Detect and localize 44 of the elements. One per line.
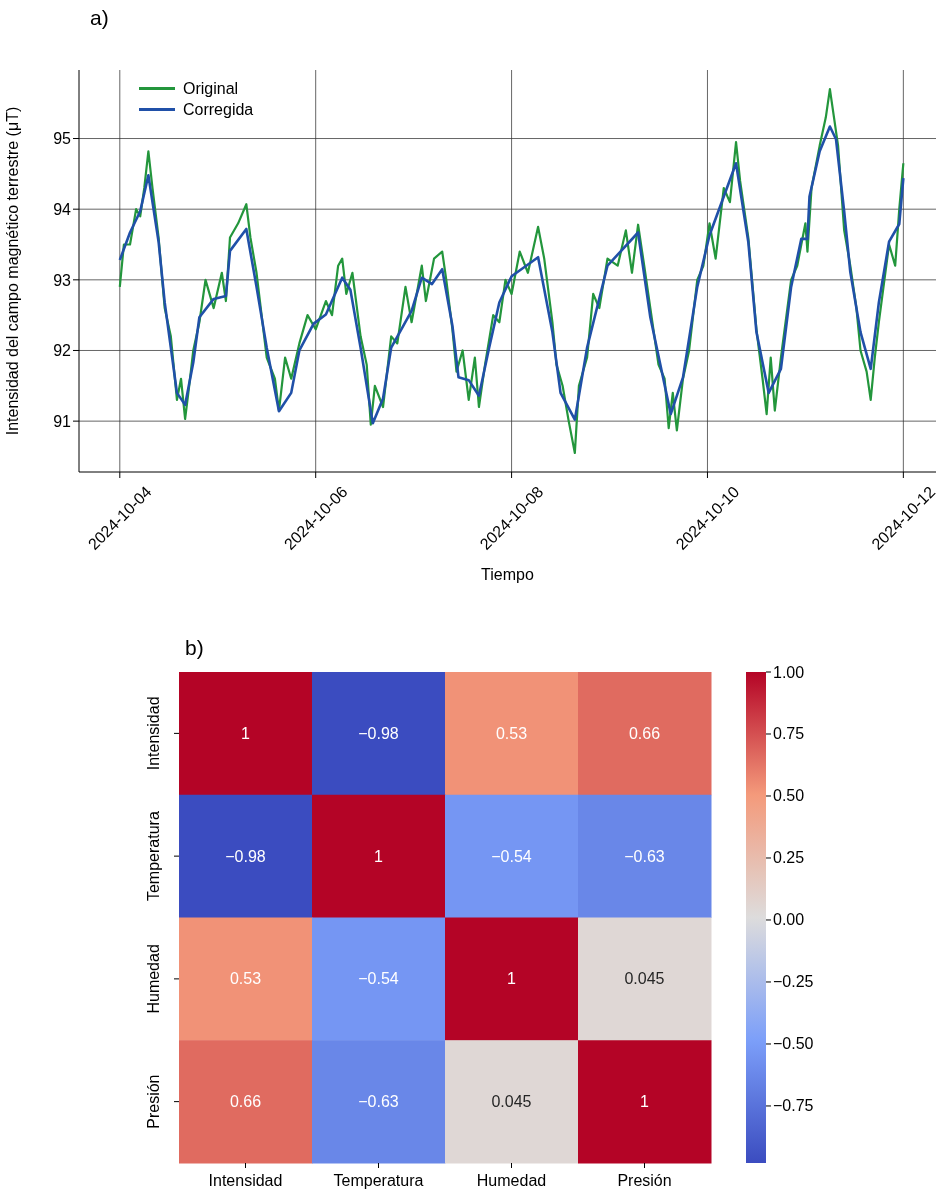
y-axis-title: Intensidad del campo magnético terrestre (μT) [3,106,21,436]
color-bar-label: 0.50 [773,787,805,805]
x-tick-label: Humedad [476,1172,547,1189]
color-bar-label: −0.25 [773,973,814,991]
chart-title: b) [185,636,204,660]
x-tick-label: Temperatura [333,1172,424,1189]
y-tick-label: Presión [145,1074,162,1129]
data-label: 1 [507,970,517,988]
data-label: −0.63 [624,847,665,865]
color-bar-label: 0.75 [773,725,805,743]
data-label: 0.045 [624,970,665,988]
x-tick-label: Presión [617,1172,672,1189]
legend-label: Original [183,79,239,99]
data-label: −0.54 [358,970,399,988]
y-tick-label: 95 [53,130,72,148]
data-label: 0.53 [229,970,262,988]
chart-title: a) [90,6,109,30]
legend-label: Corregida [183,100,254,120]
data-label: 0.66 [628,724,661,742]
y-tick-label: 94 [53,200,72,218]
line-series [118,125,905,425]
y-tick-label: 91 [53,412,72,430]
data-label: 1 [640,1093,650,1111]
y-tick-label: 93 [53,271,72,289]
data-label: 1 [241,724,251,742]
x-tick-label: Intensidad [208,1172,283,1189]
y-tick-label: Intensidad [145,696,162,771]
data-label: 1 [374,847,384,865]
data-label: 0.53 [495,724,528,742]
color-bar-label: 0.25 [773,849,805,867]
data-label: −0.54 [491,847,532,865]
y-tick-label: 92 [53,342,72,360]
color-bar-label: −0.75 [773,1097,814,1115]
color-bar-label: −0.50 [773,1035,814,1053]
color-bar-label: 1.00 [773,663,805,681]
color-bar-label: 0.00 [773,911,805,929]
x-axis-title: Tiempo [481,566,534,583]
data-label: −0.63 [358,1093,399,1111]
data-label: 0.045 [491,1093,532,1111]
data-label: −0.98 [225,847,266,865]
data-label: −0.98 [358,724,399,742]
y-tick-label: Humedad [145,944,162,1014]
data-label: 0.66 [229,1093,262,1111]
y-tick-label: Temperatura [145,811,162,902]
